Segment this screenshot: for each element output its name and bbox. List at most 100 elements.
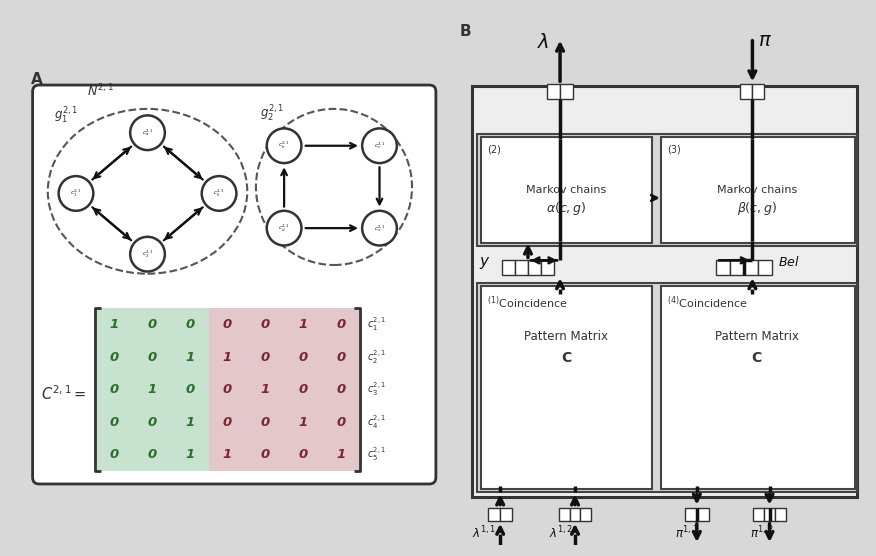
Text: 1: 1 — [223, 351, 232, 364]
Text: 1: 1 — [147, 383, 157, 396]
Bar — [758, 260, 772, 275]
Text: $\beta(c,g)$: $\beta(c,g)$ — [737, 200, 777, 217]
Text: 1: 1 — [299, 416, 307, 429]
Text: $^{(4)}$Coincidence: $^{(4)}$Coincidence — [667, 294, 747, 311]
Text: 0: 0 — [110, 351, 119, 364]
Text: $c_2^{2,1}$: $c_2^{2,1}$ — [142, 249, 153, 260]
Bar — [502, 260, 515, 275]
Circle shape — [201, 176, 237, 211]
Text: B: B — [460, 24, 471, 39]
Bar — [515, 260, 528, 275]
Text: 0: 0 — [223, 416, 232, 429]
Text: $c_3^{2,1}$: $c_3^{2,1}$ — [367, 381, 386, 398]
Text: $c_1^{2,1}$: $c_1^{2,1}$ — [70, 188, 81, 199]
Text: 0: 0 — [147, 416, 157, 429]
Text: 0: 0 — [110, 383, 119, 396]
Text: 1: 1 — [110, 318, 119, 331]
Bar — [696, 508, 709, 521]
Text: Markov chains: Markov chains — [526, 185, 606, 195]
Text: 1: 1 — [185, 351, 194, 364]
Text: 0: 0 — [185, 383, 194, 396]
Text: 0: 0 — [223, 318, 232, 331]
Text: 0: 0 — [336, 383, 345, 396]
Text: $c_e^{2,1}$: $c_e^{2,1}$ — [373, 223, 385, 234]
Text: 0: 0 — [336, 351, 345, 364]
Bar — [740, 85, 752, 99]
Text: 0: 0 — [223, 383, 232, 396]
Text: $\pi^{1,1}$: $\pi^{1,1}$ — [675, 525, 699, 542]
Circle shape — [59, 176, 94, 211]
FancyBboxPatch shape — [481, 286, 652, 489]
Text: $c_a^{2,1}$: $c_a^{2,1}$ — [142, 127, 153, 138]
Text: 0: 0 — [261, 416, 270, 429]
Text: 1: 1 — [261, 383, 270, 396]
Text: $c_c^{2,1}$: $c_c^{2,1}$ — [373, 140, 385, 151]
Bar — [752, 85, 765, 99]
FancyBboxPatch shape — [661, 137, 855, 244]
Bar — [559, 508, 569, 521]
Text: Pattern Matrix: Pattern Matrix — [525, 330, 609, 343]
Text: 0: 0 — [336, 318, 345, 331]
Circle shape — [267, 211, 301, 246]
Text: (3): (3) — [667, 145, 681, 155]
Bar — [548, 85, 560, 99]
Bar — [775, 508, 786, 521]
Text: 1: 1 — [299, 318, 307, 331]
Text: $\lambda^{1,1}$: $\lambda^{1,1}$ — [472, 525, 497, 542]
Bar — [489, 508, 500, 521]
Bar — [95, 309, 208, 471]
Text: $c_d^{2,1}$: $c_d^{2,1}$ — [279, 222, 290, 234]
Circle shape — [131, 116, 165, 150]
Bar — [528, 260, 540, 275]
Text: 1: 1 — [185, 448, 194, 461]
Text: $\pi$: $\pi$ — [758, 31, 772, 50]
Text: Markov chains: Markov chains — [717, 185, 797, 195]
Text: $c_5^{2,1}$: $c_5^{2,1}$ — [367, 446, 386, 463]
Text: $y$: $y$ — [479, 255, 491, 271]
Bar — [730, 260, 744, 275]
Text: $Bel$: $Bel$ — [778, 255, 800, 269]
Text: 0: 0 — [299, 448, 307, 461]
Circle shape — [362, 211, 397, 246]
Bar — [764, 508, 775, 521]
Text: 0: 0 — [147, 448, 157, 461]
Bar — [208, 309, 359, 471]
Bar — [560, 85, 573, 99]
Text: $g_2^{2,1}$: $g_2^{2,1}$ — [260, 103, 284, 124]
Circle shape — [131, 237, 165, 271]
Text: Pattern Matrix: Pattern Matrix — [715, 330, 799, 343]
Text: $\lambda$: $\lambda$ — [536, 33, 549, 52]
Bar — [477, 284, 857, 492]
Text: 0: 0 — [261, 351, 270, 364]
Text: $\alpha(c,g)$: $\alpha(c,g)$ — [547, 200, 587, 217]
Bar — [580, 508, 591, 521]
Bar — [500, 508, 512, 521]
Text: $\lambda^{1,2}$: $\lambda^{1,2}$ — [549, 525, 574, 542]
Text: $\pi^{1,2}$: $\pi^{1,2}$ — [750, 525, 774, 542]
Bar — [472, 86, 857, 497]
Bar — [569, 508, 580, 521]
Text: $\mathbf{C}$: $\mathbf{C}$ — [561, 351, 572, 365]
FancyBboxPatch shape — [481, 137, 652, 244]
Text: 0: 0 — [110, 416, 119, 429]
Text: $C^{2,1}=$: $C^{2,1}=$ — [41, 385, 87, 403]
Circle shape — [267, 128, 301, 163]
Circle shape — [362, 128, 397, 163]
FancyBboxPatch shape — [32, 85, 436, 484]
Text: A: A — [31, 72, 42, 87]
Text: 1: 1 — [223, 448, 232, 461]
Text: $c_1^{2,1}$: $c_1^{2,1}$ — [367, 316, 386, 333]
Bar — [540, 260, 554, 275]
Text: 0: 0 — [110, 448, 119, 461]
Text: 0: 0 — [299, 351, 307, 364]
Text: 0: 0 — [336, 416, 345, 429]
Bar — [753, 508, 764, 521]
Text: $c_4^{2,1}$: $c_4^{2,1}$ — [367, 414, 386, 431]
Text: 0: 0 — [147, 351, 157, 364]
Text: $^{(1)}$Coincidence: $^{(1)}$Coincidence — [487, 294, 569, 311]
Text: $g_1^{2,1}$: $g_1^{2,1}$ — [54, 106, 78, 126]
Text: $c_5^{2,1}$: $c_5^{2,1}$ — [213, 188, 225, 199]
Text: 1: 1 — [185, 416, 194, 429]
Text: $\mathbf{C}$: $\mathbf{C}$ — [751, 351, 762, 365]
Text: 0: 0 — [261, 318, 270, 331]
